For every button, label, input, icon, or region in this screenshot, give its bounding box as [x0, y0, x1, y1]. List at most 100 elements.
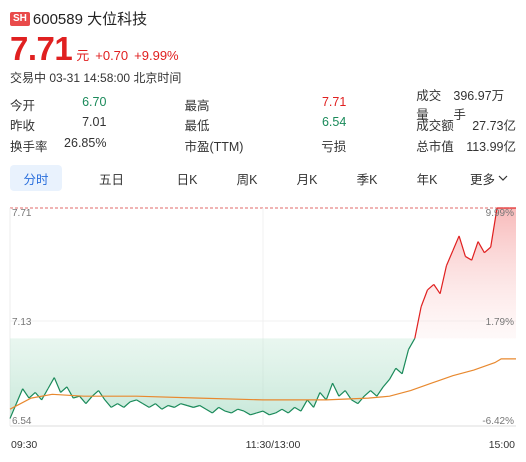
stat-open: 今开 6.70: [10, 94, 107, 113]
price-line-segment: [427, 283, 435, 291]
price-line-segment: [205, 408, 213, 414]
price-line-segment: [224, 410, 232, 414]
price-line-segment: [465, 255, 473, 261]
price-line-segment: [287, 406, 296, 414]
price-unit: 元: [76, 48, 90, 63]
price-area-up: [10, 208, 516, 339]
stats-row: 昨收 7.01 最低 6.54 成交额 27.73亿: [10, 115, 516, 136]
price-line-segment: [269, 412, 276, 416]
y-axis-tick-label-left: 6.54: [12, 416, 32, 427]
price-line-segment: [351, 399, 359, 405]
price-line-segment: [130, 399, 137, 403]
y-axis-tick-label-left: 7.13: [12, 317, 32, 328]
price-line-segment: [490, 207, 498, 248]
price-line-segment: [382, 379, 390, 388]
price-line-segment: [15, 388, 24, 404]
price-line-segment: [445, 250, 454, 266]
price-line-segment: [79, 395, 87, 405]
price-line-segment: [60, 386, 68, 393]
price-line-segment: [306, 399, 315, 408]
price-line-segment: [483, 246, 492, 254]
price-line-segment: [275, 408, 283, 414]
price-line-segment: [186, 404, 194, 408]
price-line-segment: [148, 403, 156, 408]
price-line-segment: [104, 399, 112, 408]
price-line-segment: [471, 241, 479, 261]
price-line-segment: [218, 406, 226, 412]
trade-status: 交易中 03-31 14:58:00 北京时间: [10, 71, 182, 85]
price-line-segment: [174, 403, 182, 408]
price-line-segment: [376, 386, 384, 397]
x-axis-tick-label: 11:30/13:00: [246, 439, 301, 451]
current-price: 7.71: [10, 30, 73, 67]
price-line-segment: [110, 403, 118, 408]
stats-grid: 今开 6.70 最高 7.71 成交量 396.97万手 昨收 7.01 最低 6.54 …: [10, 89, 516, 156]
price-line-segment: [53, 377, 62, 393]
tab-five-day[interactable]: 五日: [98, 172, 124, 187]
price-change: +0.70: [95, 48, 129, 63]
market-badge: SH: [10, 11, 30, 26]
chevron-down-icon: [498, 175, 508, 181]
stat-market-cap: 总市值 113.99亿: [416, 139, 516, 154]
intraday-chart: 7.71 7.13 6.54 9.99% 1.79% -6.42% 09:30 11:30/1…: [9, 207, 516, 451]
price-line-segment: [193, 404, 200, 408]
price-line-segment: [22, 388, 30, 399]
price-line-segment: [199, 404, 207, 410]
price-line-segment: [294, 406, 302, 412]
price-line-segment: [319, 392, 327, 401]
chart-axis-labels: 7.71 7.13 6.54 9.99% 1.79% -6.42% 09:30 11:30/1…: [11, 208, 515, 451]
price-line-segment: [363, 390, 371, 397]
tab-more-label: 更多: [469, 172, 495, 187]
stock-header: SH 600589 大位科技: [10, 8, 147, 29]
price-line-segment: [414, 306, 422, 339]
price-line-segment: [256, 410, 264, 414]
price-line-segment: [243, 410, 251, 416]
price-line-segment: [401, 349, 410, 374]
x-axis-tick-label: 09:30: [11, 439, 37, 451]
price-row: 7.71 元 +0.70 +9.99%: [10, 30, 179, 68]
price-line-segment: [117, 403, 125, 408]
chart-fills: [10, 208, 516, 419]
stat-low: 最低 6.54: [184, 115, 347, 134]
chart-lines: [9, 207, 516, 419]
tab-intraday[interactable]: 分时: [10, 165, 62, 191]
stat-prev-close: 昨收 7.01: [10, 115, 107, 134]
tab-more[interactable]: 更多: [463, 165, 515, 191]
stock-title: 600589 大位科技: [32, 11, 148, 28]
tab-daily-k[interactable]: 日K: [176, 172, 198, 187]
price-line-segment: [66, 386, 74, 399]
price-line-segment: [136, 399, 144, 405]
tab-monthly-k[interactable]: 月K: [296, 172, 318, 187]
price-line-segment: [325, 382, 334, 401]
price-area-down: [10, 338, 516, 419]
price-line-segment: [357, 395, 365, 405]
price-line-segment: [439, 265, 448, 294]
price-line-segment: [212, 406, 220, 414]
price-line-segment: [142, 403, 150, 408]
price-line-segment: [237, 408, 245, 412]
price-line-segment: [47, 377, 55, 390]
price-line-segment: [155, 403, 163, 410]
price-line-segment: [281, 408, 289, 414]
stats-row: 换手率 26.85% 市盈(TTM) 亏损 总市值 113.99亿: [10, 135, 516, 156]
x-axis-tick-label: 15:00: [489, 439, 515, 451]
price-line-segment: [85, 395, 93, 405]
price-line-segment: [332, 382, 340, 397]
period-tabs: 分时 五日 日K 周K 月K 季K 年K 更多: [10, 165, 516, 191]
tab-yearly-k[interactable]: 年K: [416, 172, 438, 187]
price-line-segment: [458, 235, 466, 257]
stat-amount: 成交额 27.73亿: [416, 119, 516, 134]
price-line-segment: [452, 235, 460, 252]
stat-turnover: 换手率 26.85%: [10, 135, 107, 154]
price-line-segment: [407, 338, 416, 350]
average-price-line: [9, 358, 516, 410]
price-change-pct: +9.99%: [134, 48, 179, 63]
tab-weekly-k[interactable]: 周K: [236, 172, 258, 187]
price-line-segment: [388, 367, 397, 380]
price-line-segment: [98, 390, 106, 401]
tab-quarterly-k[interactable]: 季K: [356, 172, 378, 187]
y-axis-tick-label-left: 7.71: [12, 208, 32, 219]
price-line-segment: [28, 392, 36, 399]
price-line-segment: [262, 410, 270, 416]
price-line-segment: [395, 367, 403, 375]
